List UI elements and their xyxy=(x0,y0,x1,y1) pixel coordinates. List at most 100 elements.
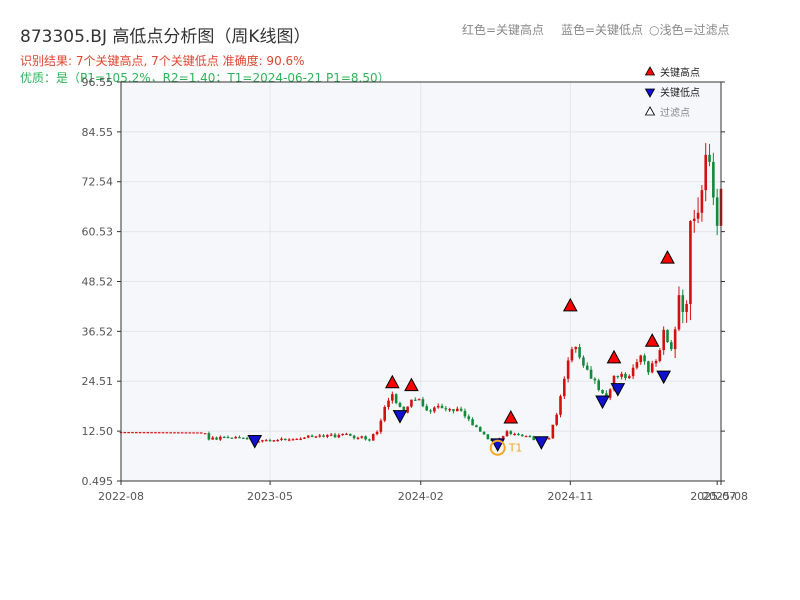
candle-body xyxy=(165,432,169,434)
candle-body xyxy=(647,361,650,373)
candle-body xyxy=(127,432,130,434)
candle-body xyxy=(433,407,436,412)
candle-body xyxy=(478,427,482,432)
candle-body xyxy=(563,378,566,397)
key-low-marker xyxy=(656,370,672,385)
candle-body xyxy=(689,220,692,305)
candle-body xyxy=(230,437,234,439)
legend-label-high: 关键高点 xyxy=(660,66,700,79)
y-tick-label: 48.52 xyxy=(82,276,114,289)
candle-body xyxy=(627,376,631,379)
candle-body xyxy=(318,435,322,437)
candle-body xyxy=(299,438,302,440)
candle-body xyxy=(169,432,172,434)
candle-body xyxy=(658,350,662,361)
key-high-marker xyxy=(562,297,578,312)
legend-note-red: 红色=关键高点 xyxy=(462,23,545,37)
candle-body xyxy=(226,437,230,439)
candle-body xyxy=(371,434,375,441)
candle-body xyxy=(436,405,440,408)
candle-body xyxy=(421,399,425,407)
candle-body xyxy=(524,435,528,438)
chart-title: 873305.BJ 高低点分析图（周K线图） xyxy=(20,27,311,47)
candle-body xyxy=(146,432,150,434)
candle-body xyxy=(654,360,658,364)
y-tick-label: 24.51 xyxy=(82,375,114,388)
candle-body xyxy=(207,433,211,440)
candle-body xyxy=(341,433,344,436)
candle-body xyxy=(375,431,379,435)
y-tick-label: 84.55 xyxy=(82,126,114,139)
candle-body xyxy=(444,408,448,410)
candle-body xyxy=(368,439,371,441)
key-high-marker xyxy=(404,377,419,392)
candle-body xyxy=(597,380,601,390)
candle-body xyxy=(177,432,180,434)
candle-body xyxy=(142,432,146,434)
x-tick-label: 2024-02 xyxy=(398,490,444,503)
candle-body xyxy=(452,409,455,412)
candle-body xyxy=(635,362,639,368)
key-high-marker xyxy=(644,333,660,347)
candle-body xyxy=(673,329,677,350)
candle-body xyxy=(398,402,402,407)
candle-body xyxy=(551,424,555,439)
y-tick-label: 72.54 xyxy=(82,176,114,189)
candle-body xyxy=(261,440,264,442)
candle-body xyxy=(211,437,215,440)
legend-label-filtered: 过滤点 xyxy=(660,106,690,119)
candle-body xyxy=(322,435,325,437)
t1-marker xyxy=(489,439,506,456)
key-high-marker xyxy=(503,410,519,424)
candle-body xyxy=(482,431,486,435)
candle-body xyxy=(417,399,421,401)
candle-body xyxy=(459,408,463,411)
candle-body xyxy=(608,389,612,398)
candle-body xyxy=(276,439,279,442)
candle-body xyxy=(578,346,581,358)
candle-body xyxy=(303,437,306,439)
candle-body xyxy=(593,378,597,381)
candle-body xyxy=(574,346,578,350)
x-tick-label: 2024-11 xyxy=(547,490,593,503)
x-tick-label: 2023-05 xyxy=(247,490,293,503)
candle-body xyxy=(547,438,551,440)
candle-body xyxy=(605,393,608,398)
candle-body xyxy=(463,410,467,417)
candle-body xyxy=(157,432,161,434)
candle-body xyxy=(215,437,218,440)
candle-body xyxy=(291,439,295,441)
candle-body xyxy=(631,367,635,377)
candle-body xyxy=(712,161,715,198)
key-low-marker xyxy=(610,383,626,397)
candle-body xyxy=(264,440,268,442)
y-tick-label: 60.53 xyxy=(82,226,114,239)
candle-body xyxy=(196,432,199,434)
candle-body xyxy=(532,436,536,441)
key-high-marker xyxy=(606,349,622,364)
key-high-marker xyxy=(660,250,675,264)
candle-body xyxy=(692,218,696,221)
candle-body xyxy=(528,435,532,438)
candle-body xyxy=(700,190,704,213)
x-tick-label: 2025-08 xyxy=(702,490,748,503)
candle-body xyxy=(708,154,711,162)
candle-body xyxy=(173,432,176,434)
candle-body xyxy=(138,432,142,434)
candle-body xyxy=(612,375,616,390)
candle-body xyxy=(310,435,314,438)
candle-body xyxy=(715,197,719,226)
candle-body xyxy=(329,434,333,436)
candle-body xyxy=(670,342,673,350)
candle-body xyxy=(501,436,505,439)
candle-body xyxy=(203,433,207,435)
candle-body xyxy=(681,295,685,312)
y-tick-label: 12.50 xyxy=(82,425,114,438)
legend-note-light: ○浅色=过滤点 xyxy=(649,23,730,37)
candle-body xyxy=(391,394,394,401)
candle-body xyxy=(475,425,478,428)
candle-body xyxy=(306,435,310,438)
candle-body xyxy=(509,431,513,434)
y-tick-label: 96.55 xyxy=(82,76,114,89)
